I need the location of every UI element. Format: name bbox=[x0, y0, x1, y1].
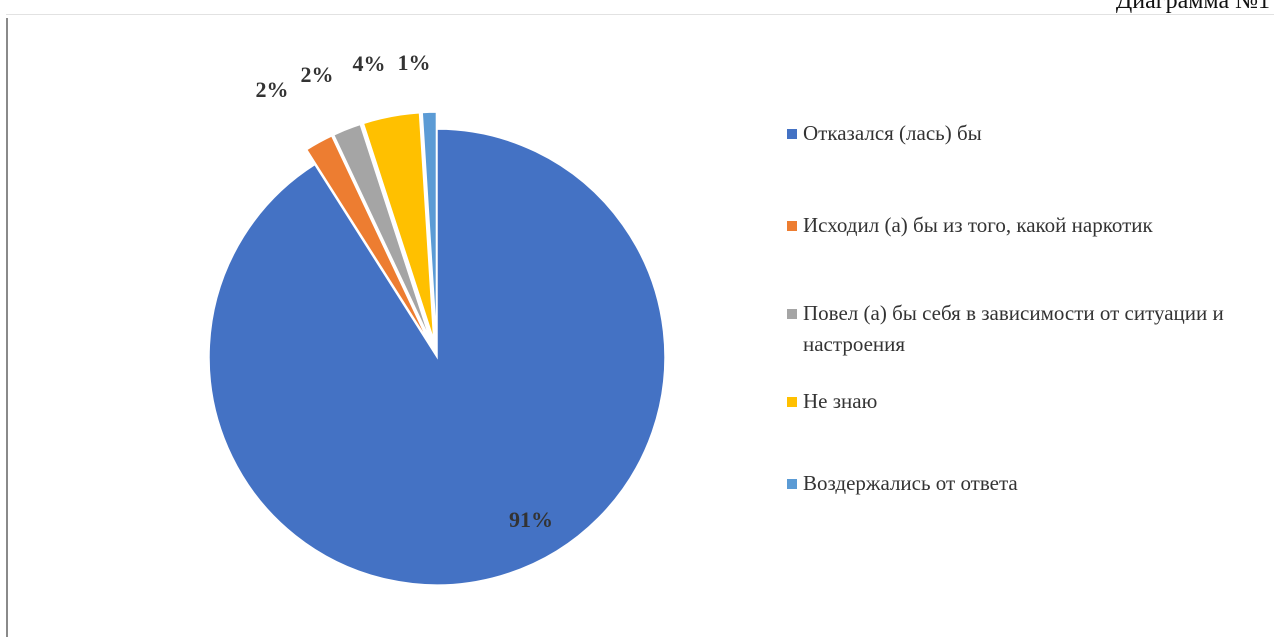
pie-slice-2 bbox=[305, 134, 430, 343]
legend-item-4: Не знаю bbox=[787, 386, 1243, 417]
pie-slice-4 bbox=[362, 111, 435, 341]
legend-swatch-1 bbox=[787, 129, 797, 139]
legend-swatch-4 bbox=[787, 397, 797, 407]
page-edge-left bbox=[6, 18, 8, 637]
legend-item-5: Воздержались от ответа bbox=[787, 468, 1243, 499]
pie-slice-5 bbox=[421, 111, 438, 341]
legend-swatch-3 bbox=[787, 309, 797, 319]
legend-label-3: Повел (а) бы себя в зависимости от ситуа… bbox=[803, 301, 1224, 356]
legend-label-1: Отказался (лась) бы bbox=[803, 121, 982, 145]
slice-label-1: 91% bbox=[509, 507, 553, 532]
legend-swatch-5 bbox=[787, 479, 797, 489]
slice-label-3: 2% bbox=[301, 62, 334, 87]
legend-label-4: Не знаю bbox=[803, 389, 878, 413]
legend-label-5: Воздержались от ответа bbox=[803, 471, 1018, 495]
slice-label-5: 1% bbox=[398, 50, 431, 75]
slice-label-4: 4% bbox=[353, 51, 386, 76]
legend-swatch-2 bbox=[787, 221, 797, 231]
slice-label-2: 2% bbox=[256, 77, 289, 102]
pie-slice-1 bbox=[208, 128, 666, 586]
legend-item-2: Исходил (а) бы из того, какой наркотик bbox=[787, 210, 1243, 241]
legend-item-3: Повел (а) бы себя в зависимости от ситуа… bbox=[787, 298, 1243, 360]
page-edge-top bbox=[6, 14, 1274, 15]
legend-item-1: Отказался (лась) бы bbox=[787, 118, 1243, 149]
pie-chart: 91% 2% 2% 4% 1% bbox=[208, 50, 666, 586]
diagram-caption: Диаграмма №1 bbox=[1115, 0, 1270, 14]
pie-slices bbox=[208, 111, 666, 586]
pie-slice-3 bbox=[332, 123, 432, 342]
pie-labels: 91% 2% 2% 4% 1% bbox=[256, 50, 554, 532]
legend-label-2: Исходил (а) бы из того, какой наркотик bbox=[803, 213, 1153, 237]
